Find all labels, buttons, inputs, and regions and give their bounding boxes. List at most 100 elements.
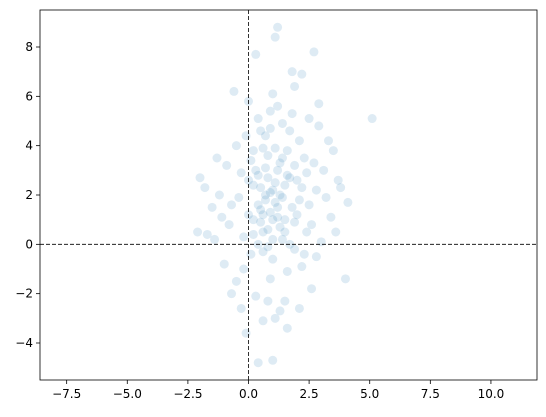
point [287,67,297,77]
point [253,170,263,180]
point [265,106,275,116]
point [217,212,227,222]
point [251,165,261,175]
point [324,136,334,146]
point [253,114,263,124]
point [256,183,266,193]
point [200,183,210,193]
point [263,151,273,161]
point [265,274,275,284]
point [265,188,275,198]
x-tick-label: 7.5 [421,387,440,401]
y-tick-label: −2 [15,287,33,301]
point [241,131,251,141]
x-tick-label: 10.0 [478,387,505,401]
point [273,202,283,212]
point [294,195,304,205]
point [212,153,222,163]
point [273,165,283,175]
point [268,215,278,225]
point [311,185,321,195]
point [270,313,280,323]
point [282,146,292,156]
point [258,210,268,220]
point [273,101,283,111]
point [193,227,203,237]
point [258,143,268,153]
point [236,303,246,313]
point [314,121,324,131]
point [246,155,256,165]
point [207,202,217,212]
point [319,165,329,175]
point [331,227,341,237]
y-tick-label: 4 [25,139,33,153]
point [314,99,324,109]
point [263,173,273,183]
point [246,249,256,259]
point [222,160,232,170]
point [311,252,321,262]
point [258,247,268,257]
point [224,220,234,230]
point [251,291,261,301]
point [287,109,297,119]
point [195,173,205,183]
point [326,212,336,222]
point [258,316,268,326]
point [251,49,261,59]
point [236,168,246,178]
point [321,192,331,202]
point [253,200,263,210]
point [285,126,295,136]
y-tick-label: 0 [25,237,33,251]
point [270,178,280,188]
point [307,284,317,294]
point [340,274,350,284]
point [202,229,212,239]
point [268,89,278,99]
point [263,225,273,235]
x-tick-label: −5.0 [113,387,142,401]
point [275,306,285,316]
point [241,328,251,338]
point [290,217,300,227]
point [292,175,302,185]
point [234,192,244,202]
point [256,205,266,215]
point [277,192,287,202]
point [248,229,258,239]
point [299,153,309,163]
point [277,118,287,128]
y-tick-label: 6 [25,89,33,103]
y-tick-label: 2 [25,188,33,202]
point [282,323,292,333]
y-tick-label: 8 [25,40,33,54]
point [273,212,283,222]
point [265,207,275,217]
point [231,141,241,151]
point [248,146,258,156]
point [227,200,237,210]
point [219,259,229,269]
point [268,355,278,365]
point [270,143,280,153]
point [227,289,237,299]
point [239,232,249,242]
point [275,190,285,200]
point [231,276,241,286]
x-tick-label: −7.5 [52,387,81,401]
point [280,180,290,190]
point [239,264,249,274]
point [282,266,292,276]
point [367,114,377,124]
point [292,210,302,220]
point [297,183,307,193]
point [299,249,309,259]
x-tick-label: 5.0 [360,387,379,401]
point [290,160,300,170]
point [270,197,280,207]
point [280,227,290,237]
point [214,190,224,200]
